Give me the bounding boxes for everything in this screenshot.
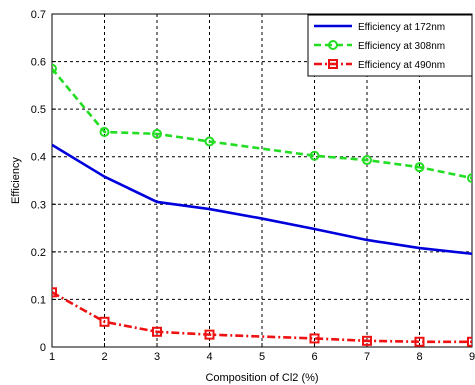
y-axis-title: Efficiency bbox=[10, 157, 22, 204]
series-2-point bbox=[99, 126, 110, 137]
legend-label-2: Efficiency at 308nm bbox=[358, 41, 445, 52]
series-3-point bbox=[362, 335, 372, 346]
series-3-point bbox=[152, 326, 162, 337]
series-markers bbox=[52, 63, 472, 347]
series-2-point bbox=[204, 136, 215, 147]
y-tick-label: 0.7 bbox=[31, 9, 46, 21]
x-tick-label: 8 bbox=[416, 351, 422, 363]
y-tick-label: 0.2 bbox=[31, 247, 46, 259]
x-axis-title: Composition of Cl2 (%) bbox=[205, 372, 318, 384]
y-tick-label: 0.6 bbox=[31, 57, 46, 69]
x-tick-label: 5 bbox=[259, 351, 265, 363]
series-line-2 bbox=[52, 67, 472, 180]
x-tick-label: 9 bbox=[469, 351, 475, 363]
x-tick-label: 7 bbox=[364, 351, 370, 363]
series-2-point bbox=[309, 150, 320, 161]
y-tick-label: 0.5 bbox=[31, 104, 46, 116]
series-3-point bbox=[52, 287, 57, 298]
series-2-point bbox=[467, 173, 472, 184]
y-tick-label: 0.4 bbox=[31, 152, 46, 164]
y-tick-label: 0.3 bbox=[31, 199, 46, 211]
series-2-point bbox=[52, 63, 57, 74]
legend: Efficiency at 172nm Efficiency at 308nm Ef… bbox=[307, 14, 473, 77]
series-line-1 bbox=[52, 143, 472, 256]
x-tick-label: 1 bbox=[49, 351, 55, 363]
x-tick-label: 6 bbox=[311, 351, 317, 363]
legend-marker-2 bbox=[328, 40, 338, 50]
series-2-point bbox=[414, 162, 425, 173]
series-3-point bbox=[99, 316, 110, 327]
axis-ticks: 1 2 3 4 5 6 7 8 9 0 0.1 0.2 0.3 0.4 0.5 0.6 0.7 bbox=[31, 9, 475, 363]
legend-label-1: Efficiency at 172nm bbox=[358, 22, 445, 33]
legend-marker-3 bbox=[328, 59, 338, 69]
series-2-point bbox=[152, 128, 162, 139]
series-3-point bbox=[309, 333, 320, 344]
series-3-point bbox=[204, 329, 215, 340]
x-tick-label: 4 bbox=[206, 351, 212, 363]
series-3-point bbox=[467, 336, 472, 347]
legend-label-3: Efficiency at 490nm bbox=[358, 60, 445, 71]
series-lines bbox=[52, 67, 472, 344]
series-3-point bbox=[414, 336, 425, 347]
y-tick-label: 0.1 bbox=[31, 294, 46, 306]
series-2-point bbox=[362, 155, 372, 166]
series-line-3 bbox=[52, 291, 472, 344]
x-tick-label: 2 bbox=[101, 351, 107, 363]
x-tick-label: 3 bbox=[154, 351, 160, 363]
y-tick-label: 0 bbox=[40, 342, 46, 354]
